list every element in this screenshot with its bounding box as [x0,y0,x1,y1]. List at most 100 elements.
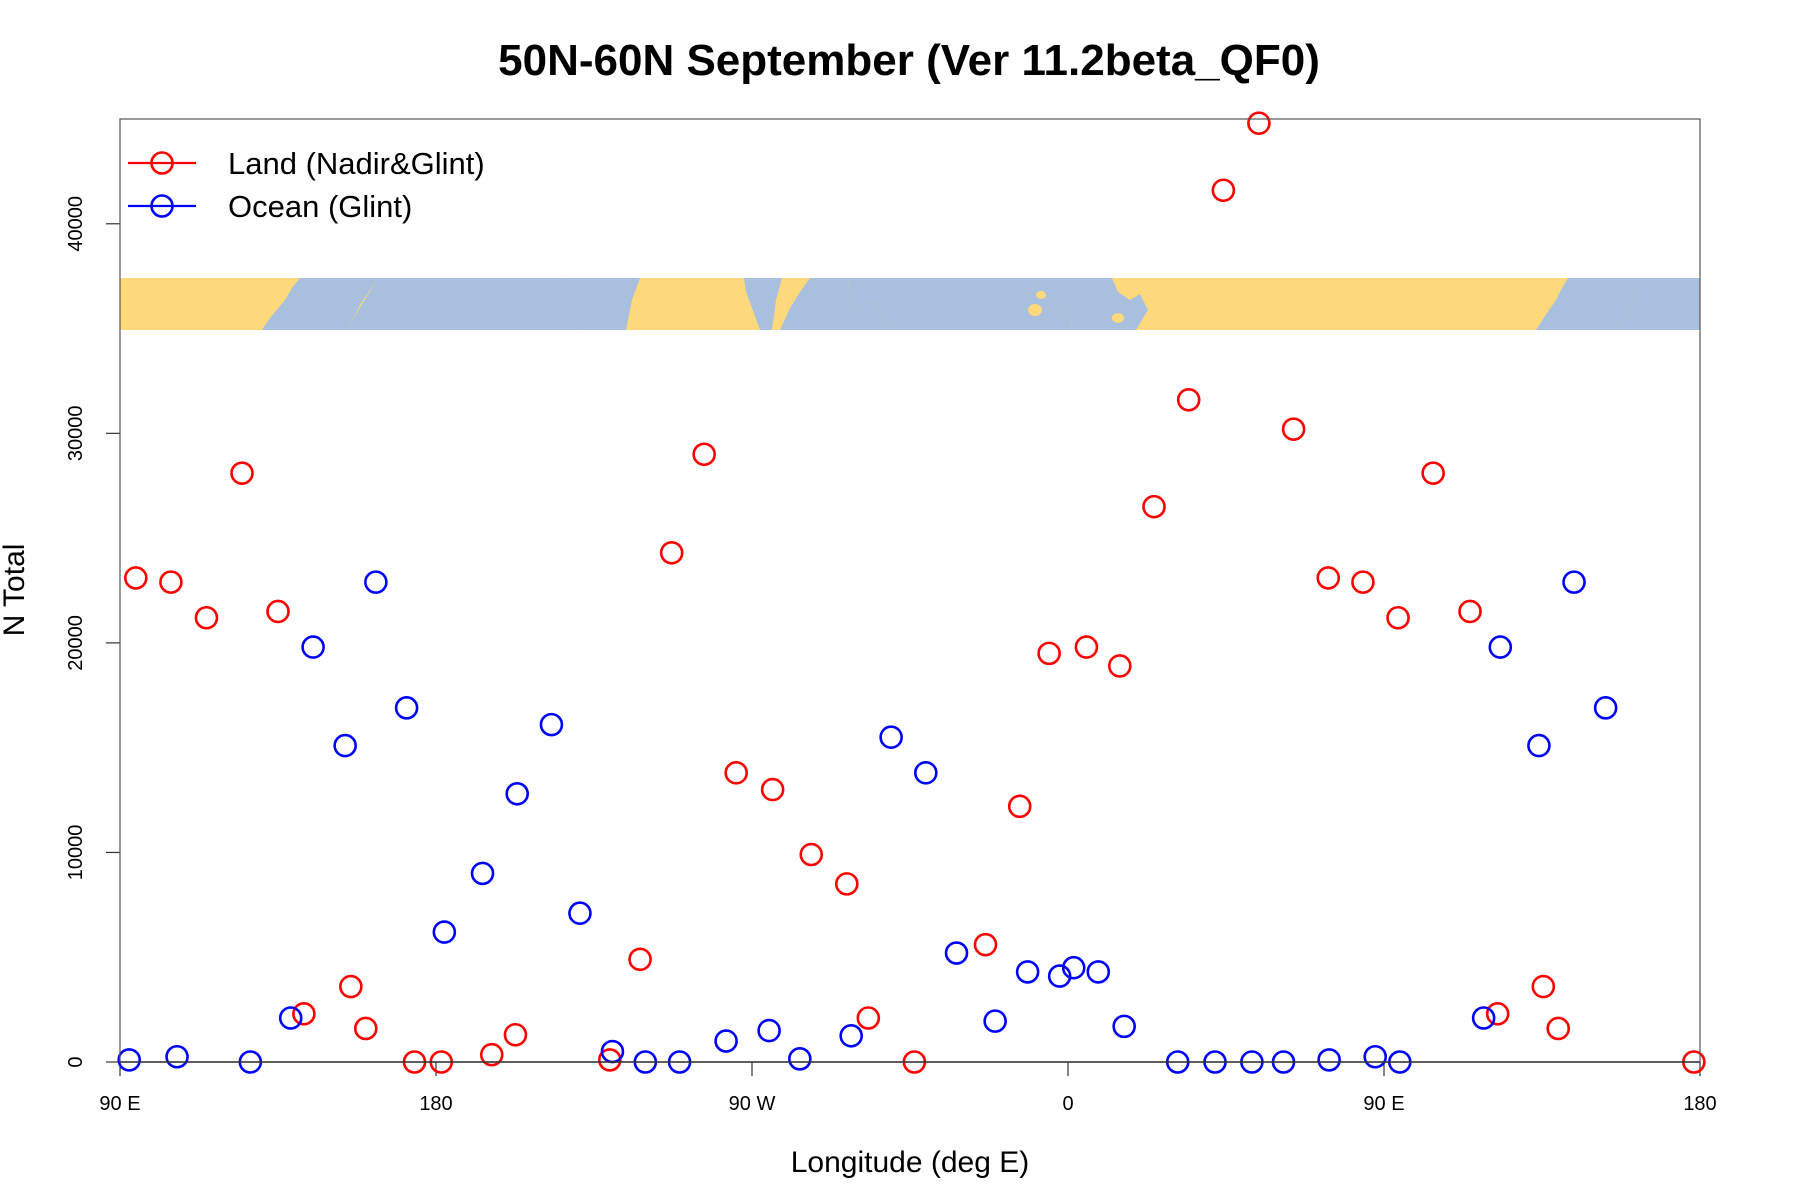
ocean-point [1488,635,1513,659]
ocean-point [364,570,388,594]
ocean-point [505,781,529,806]
ocean-point [1061,955,1086,980]
ocean-point [1015,960,1040,984]
y-tick-label: 10000 [65,825,87,881]
ocean-point [839,1024,863,1048]
ocean-point [944,941,969,965]
ocean-point [1112,1014,1136,1039]
map-ocean-region [560,278,640,330]
land-point [692,442,716,467]
map-strip [120,278,1700,330]
x-axis-label: Longitude (deg E) [791,1146,1030,1179]
map-ocean-inlet [1074,294,1090,306]
ocean-point [788,1047,812,1071]
land-point [1211,178,1236,203]
legend-label-ocean: Ocean (Glint) [228,189,412,224]
ocean-point [165,1044,189,1069]
land-point [1546,1016,1571,1041]
y-tick-label: 0 [65,1056,87,1067]
map-ocean-region [780,278,892,330]
x-tick-label: 180 [1683,1093,1716,1115]
ocean-point [913,761,938,785]
y-tick-label: 20000 [65,615,87,671]
chart-title: 50N-60N September (Ver 11.2beta_QF0) [498,36,1320,85]
ocean-point [879,725,903,749]
legend: Land (Nadir&Glint) Ocean (Glint) [128,146,485,224]
map-land-island [1028,304,1042,316]
land-point [1176,388,1201,412]
ocean-point [983,1009,1007,1033]
map-ocean-region [346,278,438,330]
ocean-point [1562,570,1586,594]
land-point [503,1022,528,1047]
legend-label-land: Land (Nadir&Glint) [228,146,485,181]
map-ocean-region [848,278,1072,330]
land-point [339,974,363,999]
map-ocean-region [744,278,782,330]
y-tick-label: 30000 [65,406,87,462]
map-ocean-inlet [1640,297,1660,313]
land-point [1485,1002,1510,1026]
ocean-point [301,635,325,659]
ocean-point [1593,696,1618,720]
map-ocean-region [1536,278,1640,330]
map-ocean-inlet [1090,305,1110,319]
land-point [973,932,998,957]
land-point [799,842,824,867]
x-tick-label: 90 E [1363,1093,1404,1115]
land-point [194,605,219,630]
land-point [724,761,749,785]
ocean-point [278,1006,303,1030]
land-point [266,599,290,624]
land-point [1281,417,1306,441]
land-point [659,540,684,565]
ocean-point [714,1029,738,1053]
land-point [834,872,859,896]
land-point [1247,111,1271,135]
land-point [628,947,652,972]
land-point [1142,494,1166,519]
ocean-point [333,733,357,758]
ocean-point [757,1018,781,1043]
land-point [760,777,785,802]
map-land-island [1112,313,1124,323]
x-tick-label: 0 [1062,1093,1073,1115]
land-point [1107,654,1132,678]
ocean-point [1317,1048,1341,1072]
land-point [1386,605,1410,630]
map-ocean-region [262,278,378,330]
legend-marker-ocean [150,194,174,218]
land-point [1351,570,1375,594]
ocean-point [1527,733,1551,758]
ocean-point [1363,1044,1388,1069]
land-point [1037,641,1061,666]
y-tick-label: 40000 [65,196,87,252]
ocean-point [117,1048,142,1072]
map-strip-ocean [262,278,1700,330]
y-axis-label: N Total [0,544,31,637]
land-point [479,1042,504,1067]
land-point [159,570,183,594]
land-point [230,461,254,485]
ocean-point [1471,1006,1496,1030]
ocean-point [470,861,495,886]
ocean-point [539,712,564,737]
data-points [117,111,1706,1074]
x-tick-label: 90 W [729,1093,776,1115]
ocean-point [1047,964,1072,988]
land-point [1458,599,1482,624]
legend-marker-land [150,151,174,175]
x-tick-label: 90 E [99,1093,140,1115]
land-point [1007,794,1032,819]
plot-frame [119,118,1701,1063]
land-point [1531,974,1556,999]
map-ocean-region [420,278,580,330]
x-tick-label: 180 [419,1093,452,1115]
land-point [292,1002,316,1026]
ocean-point [1086,960,1111,984]
land-point [1421,461,1445,485]
land-point [1316,566,1341,590]
land-point [856,1006,881,1030]
land-point [124,566,148,590]
